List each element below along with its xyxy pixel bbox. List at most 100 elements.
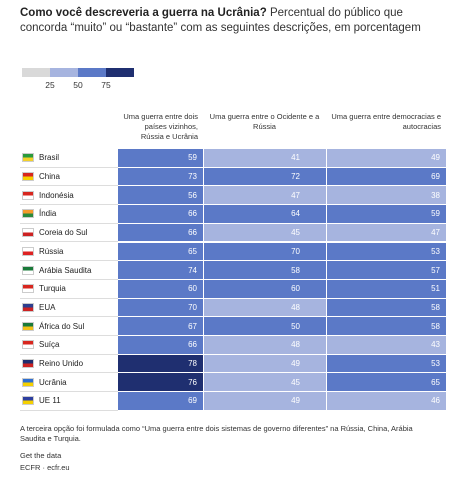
country-name: Turquia bbox=[39, 284, 66, 294]
country-name: EUA bbox=[39, 302, 56, 312]
cell-value: 59 bbox=[431, 209, 440, 219]
row-label: Índia bbox=[20, 205, 118, 224]
heat-cell: 69 bbox=[327, 167, 447, 187]
heat-cell: 58 bbox=[204, 261, 327, 280]
column-header: Uma guerra entre dois países vizinhos, R… bbox=[123, 112, 198, 141]
cell-value: 67 bbox=[188, 321, 197, 331]
cell-value: 51 bbox=[431, 284, 440, 294]
country-name: China bbox=[39, 172, 60, 182]
row-label: Indonésia bbox=[20, 186, 118, 206]
flag bbox=[22, 321, 34, 331]
flag bbox=[22, 153, 34, 163]
heat-cell: 48 bbox=[204, 298, 327, 318]
cell-value: 45 bbox=[291, 228, 300, 238]
flag bbox=[22, 340, 34, 350]
legend-swatch bbox=[106, 68, 134, 77]
row-label: Brasil bbox=[20, 149, 118, 168]
legend-label: 50 bbox=[73, 80, 83, 90]
country-name: Coreia do Sul bbox=[39, 228, 88, 238]
cell-value: 48 bbox=[291, 302, 300, 312]
flag bbox=[22, 284, 34, 294]
heat-cell: 49 bbox=[204, 354, 327, 374]
row-label: UE 11 bbox=[20, 392, 118, 411]
cell-value: 76 bbox=[188, 377, 197, 387]
row-label: EUA bbox=[20, 299, 118, 318]
heat-cell: 56 bbox=[118, 186, 204, 206]
legend-label: 25 bbox=[45, 80, 55, 90]
chart-title: Como você descreveria a guerra na Ucrâni… bbox=[20, 7, 267, 19]
cell-value: 43 bbox=[431, 340, 440, 350]
cell-value: 60 bbox=[291, 284, 300, 294]
cell-value: 49 bbox=[291, 396, 300, 406]
cell-value: 46 bbox=[431, 396, 440, 406]
heat-cell: 66 bbox=[118, 205, 204, 224]
heat-cell: 58 bbox=[327, 298, 447, 318]
heat-cell: 74 bbox=[118, 261, 204, 280]
cell-value: 60 bbox=[188, 284, 197, 294]
country-name: Indonésia bbox=[39, 190, 74, 200]
data-link[interactable]: Get the data bbox=[20, 451, 62, 460]
heat-cell: 48 bbox=[204, 336, 327, 355]
flag bbox=[22, 209, 34, 219]
chart-subtitle: Percentual do público que concorda “muit… bbox=[20, 7, 421, 34]
flag bbox=[22, 265, 34, 275]
heat-cell: 43 bbox=[327, 336, 447, 355]
heat-cell: 69 bbox=[118, 392, 204, 411]
cell-value: 53 bbox=[431, 246, 440, 256]
heat-cell: 60 bbox=[204, 279, 327, 299]
heat-cell: 50 bbox=[204, 317, 327, 336]
heat-cell: 47 bbox=[204, 186, 327, 206]
cell-value: 48 bbox=[291, 340, 300, 350]
heat-cell: 38 bbox=[327, 186, 447, 206]
heat-cell: 70 bbox=[118, 298, 204, 318]
row-label: Suíça bbox=[20, 336, 118, 355]
cell-value: 66 bbox=[188, 228, 197, 238]
cell-value: 70 bbox=[188, 302, 197, 312]
cell-value: 41 bbox=[291, 153, 300, 163]
legend-swatch bbox=[50, 68, 78, 77]
heat-cell: 65 bbox=[327, 373, 447, 393]
heat-cell: 65 bbox=[118, 242, 204, 262]
column-header: Uma guerra entre democracias e autocraci… bbox=[331, 112, 441, 131]
heat-cell: 53 bbox=[327, 242, 447, 262]
heat-cell: 73 bbox=[118, 167, 204, 187]
row-label: Rússia bbox=[20, 243, 118, 262]
legend-swatch bbox=[78, 68, 106, 77]
cell-value: 66 bbox=[188, 340, 197, 350]
cell-value: 73 bbox=[188, 172, 197, 182]
row-label: Arábia Saudita bbox=[20, 261, 118, 280]
heat-cell: 60 bbox=[118, 279, 204, 299]
cell-value: 49 bbox=[431, 153, 440, 163]
row-label: China bbox=[20, 168, 118, 187]
cell-value: 64 bbox=[291, 209, 300, 219]
country-name: Rússia bbox=[39, 246, 64, 256]
cell-value: 58 bbox=[431, 302, 440, 312]
country-name: Brasil bbox=[39, 153, 60, 163]
cell-value: 50 bbox=[291, 321, 300, 331]
cell-value: 56 bbox=[188, 190, 197, 200]
heat-cell: 58 bbox=[327, 317, 447, 336]
heat-cell: 51 bbox=[327, 279, 447, 299]
cell-value: 59 bbox=[188, 153, 197, 163]
cell-value: 47 bbox=[431, 228, 440, 238]
row-label: Reino Unido bbox=[20, 355, 118, 374]
row-label: África do Sul bbox=[20, 317, 118, 336]
heat-cell: 57 bbox=[327, 261, 447, 280]
heat-cell: 66 bbox=[118, 223, 204, 243]
cell-value: 45 bbox=[291, 377, 300, 387]
cell-value: 57 bbox=[431, 265, 440, 275]
title-block: Como você descreveria a guerra na Ucrâni… bbox=[20, 6, 450, 36]
country-name: Suíça bbox=[39, 340, 60, 350]
heat-cell: 49 bbox=[204, 392, 327, 411]
cell-value: 70 bbox=[291, 246, 300, 256]
heat-cell: 76 bbox=[118, 373, 204, 393]
flag bbox=[22, 359, 34, 369]
cell-value: 38 bbox=[431, 190, 440, 200]
cell-value: 69 bbox=[431, 172, 440, 182]
country-name: Índia bbox=[39, 209, 57, 219]
country-name: Arábia Saudita bbox=[39, 265, 92, 275]
row-label: Ucrânia bbox=[20, 373, 118, 393]
heat-cell: 72 bbox=[204, 167, 327, 187]
cell-value: 72 bbox=[291, 172, 300, 182]
